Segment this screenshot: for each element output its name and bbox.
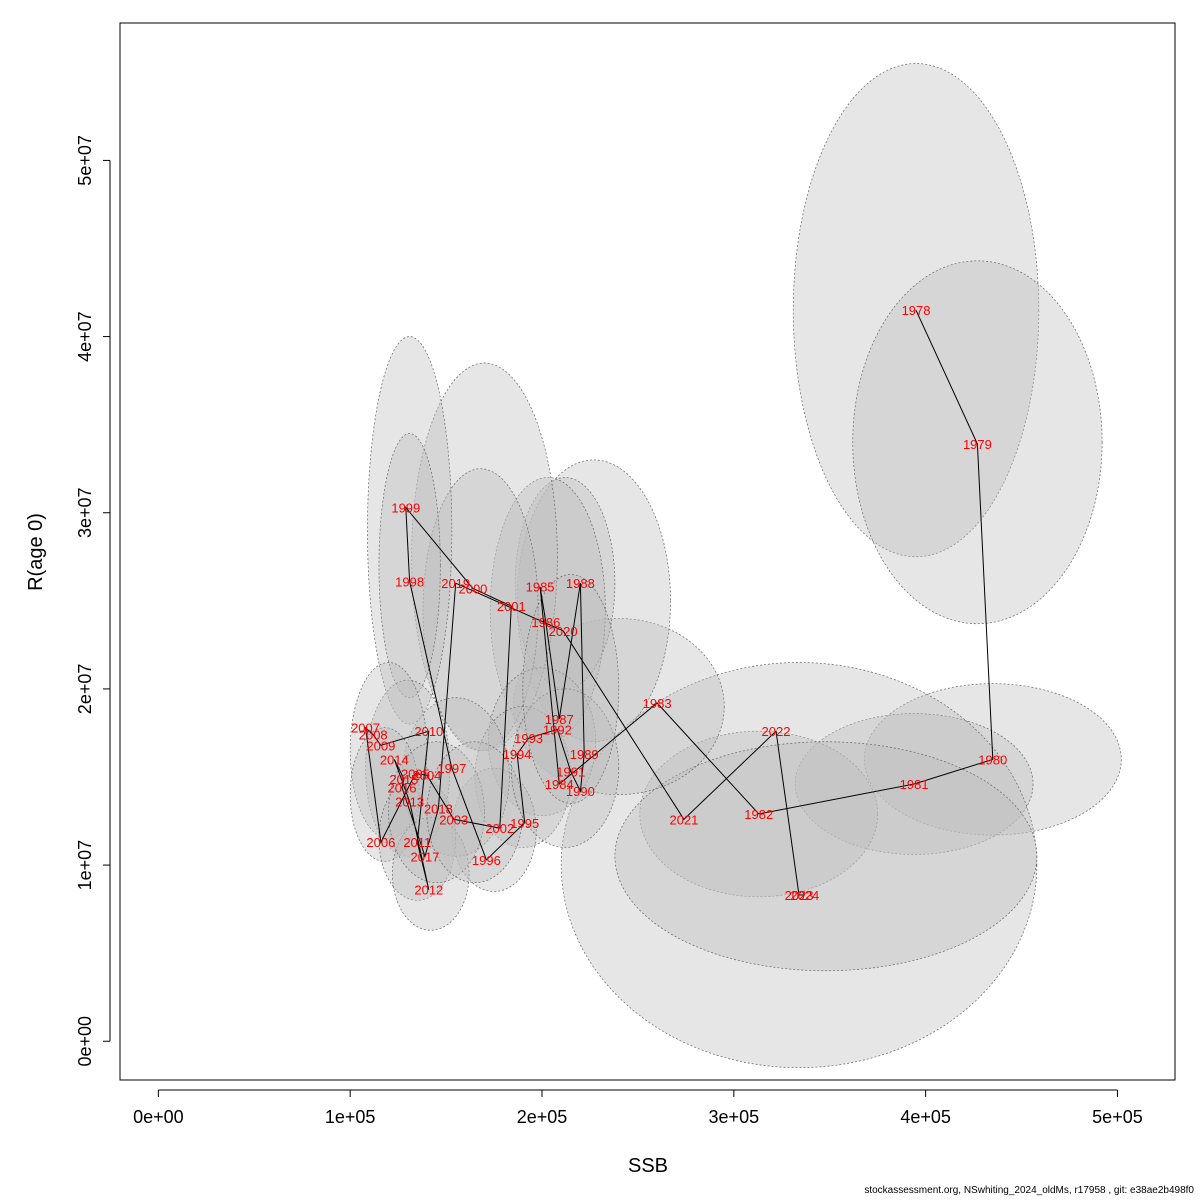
point-label-2007: 2007 bbox=[351, 721, 380, 736]
x-tick-label: 5e+05 bbox=[1092, 1107, 1143, 1127]
point-label-1992: 1992 bbox=[543, 722, 572, 737]
point-label-2023: 2023 bbox=[785, 888, 814, 903]
trajectory-line bbox=[364, 309, 994, 896]
uncertainty-ellipse-6 bbox=[560, 662, 1038, 1069]
y-axis-title: R(age 0) bbox=[25, 513, 47, 591]
point-label-2011: 2011 bbox=[403, 835, 431, 850]
uncertainty-ellipse-2 bbox=[852, 260, 1103, 625]
x-tick-label: 4e+05 bbox=[900, 1107, 951, 1127]
y-tick-label: 5e+07 bbox=[75, 135, 95, 186]
uncertainty-ellipse-19 bbox=[401, 697, 510, 857]
point-label-2018: 2018 bbox=[424, 802, 453, 817]
uncertainty-ellipse-10 bbox=[514, 477, 616, 690]
point-label-1991: 1991 bbox=[556, 765, 585, 780]
y-tick-label: 1e+07 bbox=[75, 840, 95, 891]
point-label-2021: 2021 bbox=[669, 812, 698, 827]
y-tick-label: 4e+07 bbox=[75, 311, 95, 362]
point-labels: 1978 1979 1980 1981 1982 1983 1984 1985 1986 1987… bbox=[351, 303, 1007, 903]
point-label-1994: 1994 bbox=[503, 747, 532, 762]
uncertainty-ellipse-8 bbox=[512, 618, 725, 795]
point-label-2019: 2019 bbox=[441, 576, 470, 591]
point-label-2014: 2014 bbox=[380, 752, 409, 767]
uncertainty-ellipse-9 bbox=[516, 459, 671, 743]
point-label-2008: 2008 bbox=[359, 728, 388, 743]
trajectory-layer bbox=[364, 309, 994, 896]
point-label-2016: 2016 bbox=[388, 781, 417, 796]
x-tick-label: 3e+05 bbox=[709, 1107, 760, 1127]
point-label-2006: 2006 bbox=[366, 835, 395, 850]
uncertainty-ellipse-22 bbox=[349, 727, 420, 862]
plot-frame bbox=[119, 22, 1176, 1081]
point-label-1999: 1999 bbox=[391, 500, 420, 515]
point-label-1988: 1988 bbox=[566, 576, 595, 591]
y-tick-label: 3e+07 bbox=[75, 487, 95, 538]
point-label-2001: 2001 bbox=[497, 599, 526, 614]
y-tick-label: 2e+07 bbox=[75, 664, 95, 715]
point-label-2000: 2000 bbox=[458, 581, 487, 596]
point-label-1995: 1995 bbox=[510, 816, 539, 831]
point-label-1978: 1978 bbox=[902, 303, 931, 318]
point-label-2020: 2020 bbox=[549, 624, 578, 639]
uncertainty-ellipse-15 bbox=[378, 433, 441, 699]
point-label-2010: 2010 bbox=[414, 724, 443, 739]
point-label-2002: 2002 bbox=[485, 821, 514, 836]
point-label-1984: 1984 bbox=[545, 777, 574, 792]
point-label-2004: 2004 bbox=[412, 768, 441, 783]
y-tick-label: 0e+00 bbox=[75, 1016, 95, 1067]
point-label-1982: 1982 bbox=[744, 807, 773, 822]
x-tick-label: 2e+05 bbox=[517, 1107, 568, 1127]
point-label-2013: 2013 bbox=[395, 795, 424, 810]
point-label-1981: 1981 bbox=[900, 777, 929, 792]
footer-credit: stockassessment.org, NSwhiting_2024_oldM… bbox=[864, 1185, 1194, 1196]
point-label-1990: 1990 bbox=[566, 784, 595, 799]
point-label-2022: 2022 bbox=[762, 724, 791, 739]
point-label-1998: 1998 bbox=[395, 574, 424, 589]
uncertainty-ellipse-12 bbox=[411, 362, 558, 751]
point-label-2012: 2012 bbox=[414, 883, 443, 898]
x-tick-label: 1e+05 bbox=[325, 1107, 376, 1127]
point-label-1980: 1980 bbox=[978, 752, 1007, 767]
point-label-1989: 1989 bbox=[570, 747, 599, 762]
point-label-2009: 2009 bbox=[366, 738, 395, 753]
point-label-1985: 1985 bbox=[526, 580, 555, 595]
uncertainty-ellipse-16 bbox=[487, 667, 597, 817]
point-label-1979: 1979 bbox=[963, 437, 992, 452]
uncertainty-ellipse-27 bbox=[510, 688, 620, 848]
uncertainty-ellipse-7 bbox=[614, 741, 1038, 972]
uncertainty-ellipse-18 bbox=[451, 767, 537, 892]
uncertainty-ellipse-14 bbox=[367, 336, 453, 725]
x-axis-title: SSB bbox=[628, 1155, 668, 1177]
uncertainty-ellipse-24 bbox=[392, 817, 470, 931]
point-label-1996: 1996 bbox=[472, 853, 501, 868]
point-label-2024: 2024 bbox=[790, 888, 819, 903]
uncertainty-ellipse-1 bbox=[792, 63, 1040, 558]
point-label-1993: 1993 bbox=[514, 731, 543, 746]
point-label-2017: 2017 bbox=[411, 849, 440, 864]
point-label-2005: 2005 bbox=[401, 766, 430, 781]
point-label-1997: 1997 bbox=[437, 761, 466, 776]
y-axis: 0e+00 1e+07 2e+07 3e+07 4e+07 5e+07 bbox=[75, 135, 111, 1067]
point-label-1986: 1986 bbox=[531, 615, 560, 630]
x-axis: 0e+00 1e+05 2e+05 3e+05 4e+05 5e+05 bbox=[133, 1089, 1143, 1127]
point-label-1987: 1987 bbox=[545, 712, 574, 727]
uncertainty-ellipse-25 bbox=[388, 741, 485, 884]
point-label-2003: 2003 bbox=[439, 812, 468, 827]
uncertainty-ellipse-17 bbox=[474, 706, 572, 848]
uncertainty-ellipse-11 bbox=[489, 477, 606, 743]
point-label-2015: 2015 bbox=[389, 772, 418, 787]
x-tick-label: 0e+00 bbox=[133, 1107, 184, 1127]
point-label-1983: 1983 bbox=[643, 696, 672, 711]
uncertainty-ellipse-20 bbox=[365, 679, 451, 857]
